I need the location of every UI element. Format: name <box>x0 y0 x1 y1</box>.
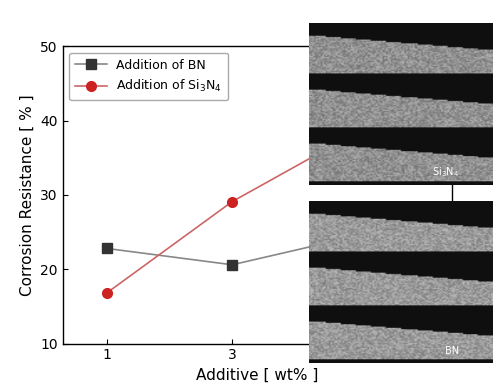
Addition of Si$_3$N$_4$ <box>354 129 360 134</box>
Addition of BN <box>228 262 234 267</box>
Addition of Si$_3$N$_4$ <box>104 291 110 295</box>
Text: Si$_3$N$_4$: Si$_3$N$_4$ <box>431 165 458 179</box>
Line: Addition of Si$_3$N$_4$: Addition of Si$_3$N$_4$ <box>102 127 362 298</box>
Addition of Si$_3$N$_4$ <box>228 199 234 204</box>
Y-axis label: Corrosion Resistance [ % ]: Corrosion Resistance [ % ] <box>20 94 35 296</box>
Line: Addition of BN: Addition of BN <box>102 231 362 270</box>
Legend: Addition of BN, Addition of Si$_3$N$_4$: Addition of BN, Addition of Si$_3$N$_4$ <box>69 52 228 100</box>
Addition of BN <box>104 246 110 251</box>
Text: BN: BN <box>444 346 458 356</box>
Addition of BN <box>354 234 360 238</box>
X-axis label: Additive [ wt% ]: Additive [ wt% ] <box>196 368 318 383</box>
